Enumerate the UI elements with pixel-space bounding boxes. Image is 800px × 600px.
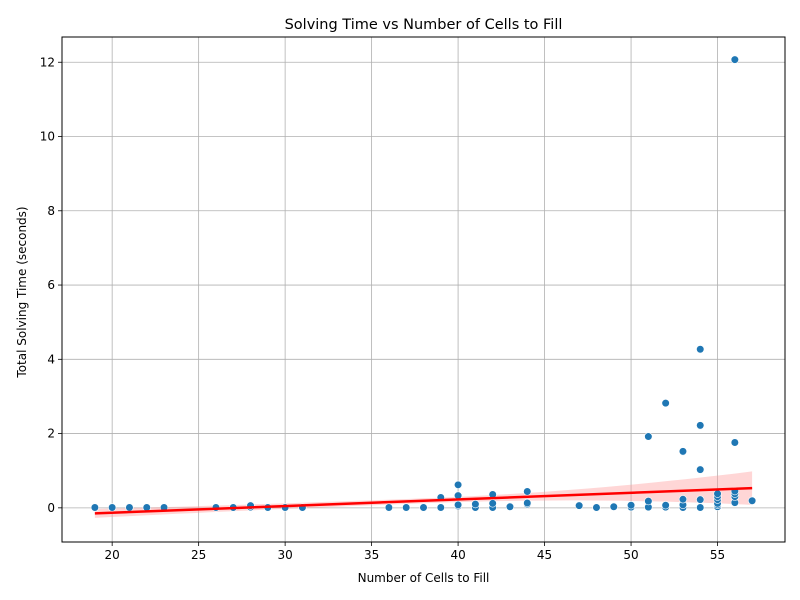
data-point [748, 496, 757, 505]
data-point [384, 503, 394, 512]
data-point [609, 502, 618, 511]
data-point [125, 503, 134, 512]
data-point [696, 495, 705, 504]
data-point [108, 503, 117, 512]
data-point [644, 432, 653, 441]
data-point [696, 503, 705, 512]
data-point [471, 500, 480, 509]
y-tick-label: 6 [47, 278, 55, 292]
x-tick-label: 25 [191, 548, 206, 562]
x-tick-label: 30 [277, 548, 292, 562]
y-tick-label: 10 [40, 130, 55, 144]
data-point [713, 489, 722, 498]
chart-title: Solving Time vs Number of Cells to Fill [285, 17, 563, 33]
data-point [696, 465, 705, 474]
y-tick-label: 2 [47, 427, 55, 441]
data-point [488, 499, 497, 508]
x-tick-label: 40 [450, 548, 465, 562]
data-point [644, 497, 653, 506]
data-point [730, 438, 739, 447]
grid [62, 37, 785, 542]
data-point [696, 345, 705, 354]
x-tick-label: 45 [537, 548, 552, 562]
y-axis-label: Total Solving Time (seconds) [15, 206, 29, 378]
y-tick-label: 12 [40, 55, 55, 69]
data-point [419, 503, 428, 512]
data-point [505, 502, 515, 511]
x-tick-label: 20 [105, 548, 120, 562]
data-point [436, 503, 445, 512]
data-point [523, 498, 532, 508]
data-point [661, 399, 670, 408]
data-point [575, 501, 584, 510]
data-point [678, 447, 688, 456]
y-axis-ticks: 0 2 4 6 8 10 12 [40, 55, 62, 515]
points-layer [90, 55, 757, 512]
fit-line-layer [94, 486, 753, 515]
x-axis-ticks: 20 25 30 35 40 45 50 55 [105, 542, 725, 562]
regression-line [94, 486, 753, 515]
data-point [453, 480, 463, 489]
x-tick-label: 55 [710, 548, 725, 562]
data-point [592, 503, 601, 512]
y-tick-label: 8 [47, 204, 55, 218]
data-point [453, 500, 463, 509]
data-point [626, 501, 636, 510]
x-tick-label: 50 [623, 548, 638, 562]
data-point [661, 501, 670, 510]
data-point [696, 421, 705, 430]
data-point [730, 55, 739, 64]
data-point [523, 487, 532, 496]
data-point [678, 495, 688, 504]
y-tick-label: 4 [47, 352, 55, 366]
data-point [402, 503, 411, 512]
plot-frame [61, 36, 786, 543]
x-axis-label: Number of Cells to Fill [358, 571, 490, 585]
x-tick-label: 35 [364, 548, 379, 562]
data-point [90, 503, 99, 512]
y-tick-label: 0 [47, 501, 55, 515]
